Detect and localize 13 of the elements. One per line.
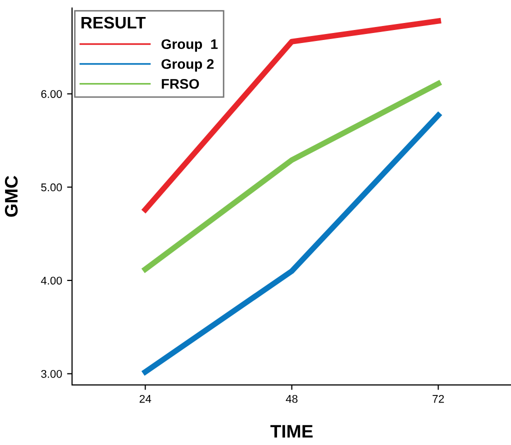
x-tick-label: 48 xyxy=(286,394,298,403)
x-tick-label: 24 xyxy=(140,394,152,403)
y-axis-title: GMC xyxy=(4,176,18,217)
y-tick-label: 6.00 xyxy=(41,90,62,98)
y-tick-label: 5.00 xyxy=(41,183,62,192)
legend-label: Group 1 xyxy=(162,39,218,52)
x-tick-label: 72 xyxy=(432,394,444,403)
legend-title: RESULT xyxy=(82,16,146,29)
y-tick-label: 4.00 xyxy=(40,276,62,285)
legend-label: Group 2 xyxy=(162,59,214,72)
legend-label: FRSO xyxy=(162,78,199,89)
x-axis-title: TIME xyxy=(270,425,313,438)
y-tick-label: 3.00 xyxy=(41,370,62,378)
